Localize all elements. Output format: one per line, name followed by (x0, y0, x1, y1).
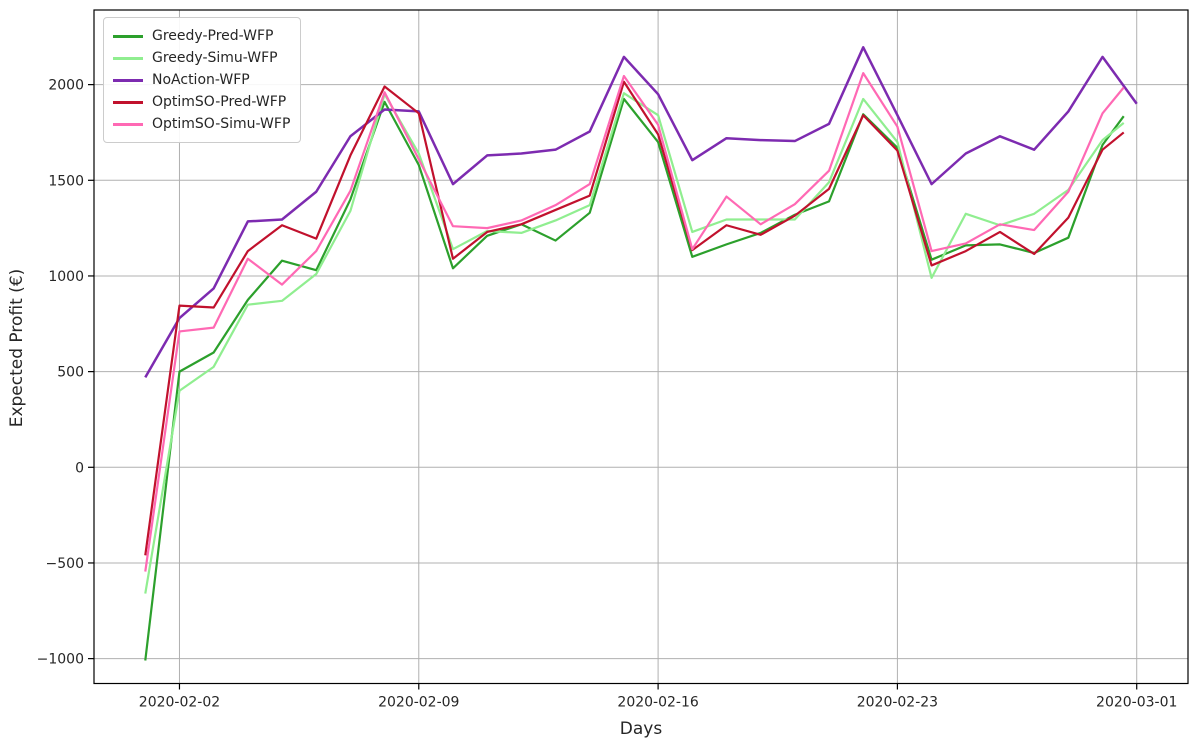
y-tick-label: 0 (75, 460, 84, 476)
series-line-optimso-simu-wfp (144, 72, 1125, 572)
x-tick-label: 2020-02-02 (139, 695, 220, 711)
legend: Greedy-Pred-WFP Greedy-Simu-WFP NoAction-W… (103, 17, 302, 143)
legend-line-swatch (113, 122, 143, 126)
series-line-greedy-pred-wfp (144, 97, 1125, 661)
legend-label: NoAction-WFP (152, 72, 250, 88)
legend-item-noaction-wfp: NoAction-WFP (113, 69, 290, 91)
x-tick-label: 2020-02-16 (617, 695, 698, 711)
y-tick-label: 500 (57, 365, 84, 381)
series-line-optimso-pred-wfp (144, 80, 1125, 556)
x-tick-label: 2020-02-23 (857, 695, 938, 711)
legend-line-swatch (113, 78, 143, 82)
y-tick-label: −500 (46, 556, 84, 572)
legend-line-swatch (113, 100, 143, 104)
y-tick-label: 1000 (48, 269, 84, 285)
legend-item-greedy-pred-wfp: Greedy-Pred-WFP (113, 25, 290, 47)
legend-label: OptimSO-Simu-WFP (152, 116, 291, 132)
legend-label: Greedy-Pred-WFP (152, 28, 274, 44)
legend-item-optimso-pred-wfp: OptimSO-Pred-WFP (113, 91, 290, 113)
legend-label: OptimSO-Pred-WFP (152, 94, 287, 110)
y-tick-label: 1500 (48, 173, 84, 189)
legend-label: Greedy-Simu-WFP (152, 50, 278, 66)
legend-line-swatch (113, 34, 143, 38)
x-tick-label: 2020-02-09 (378, 695, 459, 711)
y-tick-label: −1000 (37, 652, 84, 668)
legend-item-greedy-simu-wfp: Greedy-Simu-WFP (113, 47, 290, 69)
legend-item-optimso-simu-wfp: OptimSO-Simu-WFP (113, 113, 290, 135)
series-line-noaction-wfp (144, 46, 1138, 378)
y-axis-label: Expected Profit (€) (7, 268, 27, 428)
x-axis-label: Days (619, 719, 663, 739)
y-tick-label: 2000 (48, 78, 84, 94)
plot-border (93, 9, 1189, 685)
series-line-greedy-simu-wfp (144, 92, 1125, 594)
legend-line-swatch (113, 56, 143, 60)
x-tick-label: 2020-03-01 (1096, 695, 1177, 711)
